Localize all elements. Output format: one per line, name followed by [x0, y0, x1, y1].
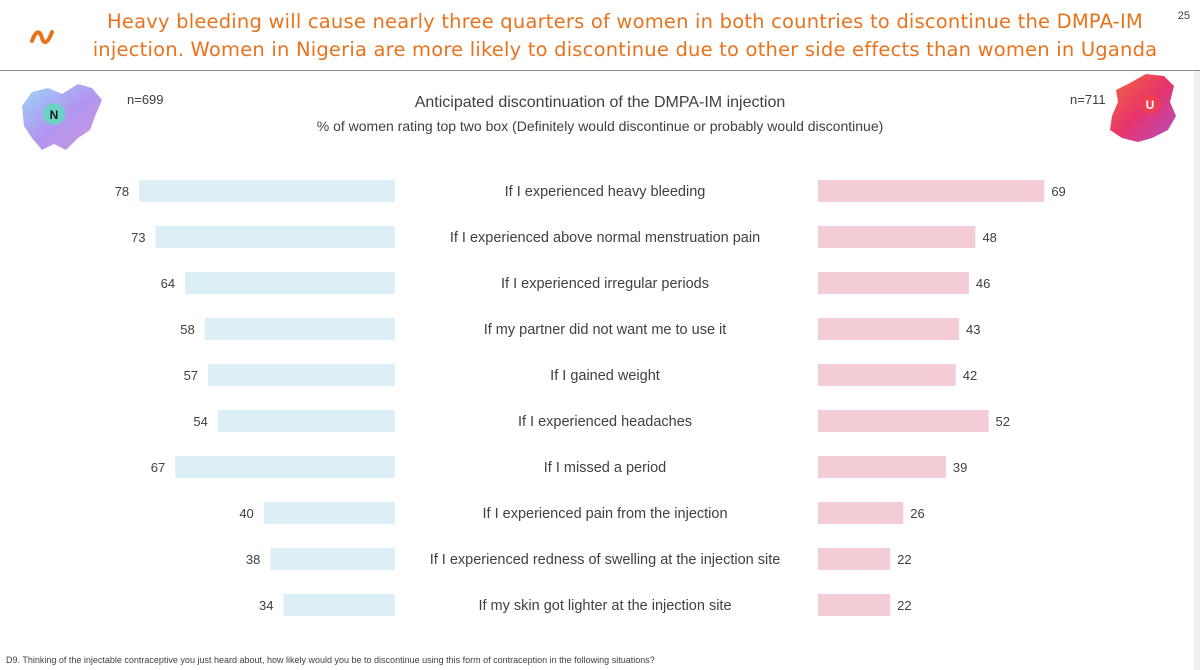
uganda-map-icon: U [1110, 74, 1176, 142]
uganda-value-label: 48 [982, 230, 996, 245]
chart-title: Anticipated discontinuation of the DMPA-… [414, 94, 786, 111]
uganda-value-label: 39 [953, 460, 967, 475]
category-label: If I experienced above normal menstruati… [450, 230, 760, 246]
chart-subtitle: % of women rating top two box (Definitel… [316, 118, 884, 134]
category-label: If my partner did not want me to use it [484, 322, 727, 338]
category-label: If I experienced redness of swelling at … [430, 552, 781, 568]
uganda-value-label: 46 [976, 276, 990, 291]
nigeria-value-label: 40 [239, 506, 253, 521]
nigeria-value-label: 57 [184, 368, 198, 383]
uganda-value-label: 43 [966, 322, 980, 337]
uganda-bar [818, 594, 891, 616]
nigeria-bar [263, 502, 395, 524]
nigeria-bar [155, 226, 395, 248]
nigeria-value-label: 64 [161, 276, 175, 291]
category-label: If I experienced heavy bleeding [505, 184, 706, 200]
nigeria-bar [139, 180, 395, 202]
uganda-value-label: 22 [897, 552, 911, 567]
uganda-value-label: 42 [963, 368, 977, 383]
uganda-bar [818, 548, 891, 570]
butterfly-bar-chart: 78 If I experienced heavy bleeding 69 73 If … [115, 180, 1066, 616]
uganda-bar [818, 364, 956, 386]
uganda-bar [818, 502, 904, 524]
uganda-bar [818, 410, 989, 432]
uganda-map-letter: U [1146, 98, 1155, 112]
uganda-value-label: 52 [996, 414, 1010, 429]
nigeria-value-label: 58 [180, 322, 194, 337]
nigeria-value-label: 34 [259, 598, 273, 613]
uganda-sample-size: n=711 [1070, 92, 1106, 107]
nigeria-bar [175, 456, 395, 478]
uganda-value-label: 22 [897, 598, 911, 613]
category-label: If I missed a period [544, 460, 667, 476]
uganda-bar [818, 272, 969, 294]
category-label: If I experienced irregular periods [501, 276, 709, 292]
scrollbar[interactable] [1194, 71, 1200, 670]
uganda-bar [818, 318, 960, 340]
nigeria-bar [283, 594, 395, 616]
nigeria-bar [270, 548, 395, 570]
uganda-value-label: 26 [910, 506, 924, 521]
uganda-bar [818, 226, 976, 248]
nigeria-value-label: 67 [151, 460, 165, 475]
category-label: If I experienced pain from the injection [482, 506, 727, 522]
uganda-bar [818, 456, 946, 478]
nigeria-value-label: 73 [131, 230, 145, 245]
page-number: 25 [1177, 10, 1190, 22]
nigeria-bar [217, 410, 395, 432]
nigeria-value-label: 54 [193, 414, 207, 429]
nigeria-value-label: 78 [115, 184, 129, 199]
squiggle-logo-icon [30, 30, 54, 45]
nigeria-map-icon: N [22, 84, 102, 150]
uganda-value-label: 69 [1051, 184, 1065, 199]
nigeria-bar [208, 364, 395, 386]
nigeria-value-label: 38 [246, 552, 260, 567]
nigeria-map-letter: N [50, 108, 59, 122]
category-label: If I gained weight [550, 368, 660, 384]
question-footnote: D9. Thinking of the injectable contracep… [6, 655, 655, 665]
header-divider [0, 70, 1200, 71]
slide-headline: Heavy bleeding will cause nearly three q… [92, 10, 1158, 61]
nigeria-sample-size: n=699 [127, 92, 164, 107]
nigeria-bar [204, 318, 395, 340]
uganda-bar [818, 180, 1045, 202]
category-label: If my skin got lighter at the injection … [478, 598, 731, 614]
category-label: If I experienced headaches [518, 414, 692, 430]
slide-header: Heavy bleeding will cause nearly three q… [0, 0, 1200, 70]
nigeria-bar [185, 272, 395, 294]
